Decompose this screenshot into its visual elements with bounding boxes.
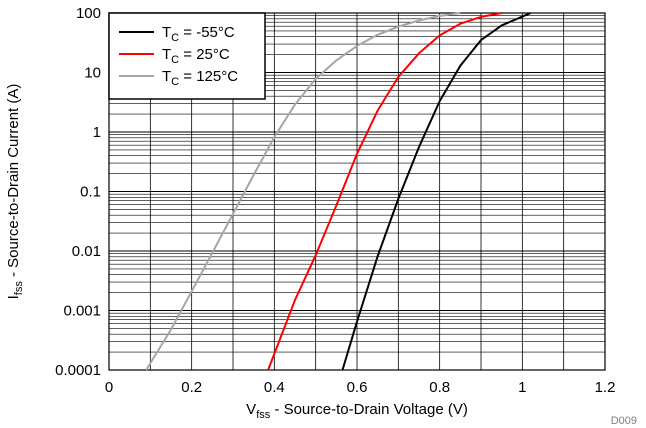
y-tick-label: 0.01 bbox=[72, 243, 101, 260]
series-line-3 bbox=[145, 12, 461, 371]
x-tick-label: 0.2 bbox=[181, 379, 202, 396]
series-layer bbox=[145, 12, 531, 371]
legend-box bbox=[108, 12, 266, 100]
legend-label: TC = -55°C bbox=[162, 24, 235, 44]
y-tick-label: 0.0001 bbox=[55, 362, 101, 379]
x-tick-label: 0.4 bbox=[264, 379, 285, 396]
y-tick-label: 0.001 bbox=[63, 303, 101, 320]
figure-code: D009 bbox=[611, 415, 637, 427]
x-tick-label: 0 bbox=[105, 379, 113, 396]
plot-frame bbox=[108, 12, 606, 371]
legend-label: TC = 125°C bbox=[162, 68, 238, 88]
x-tick-label: 1 bbox=[518, 379, 526, 396]
x-tick-label: 1.2 bbox=[595, 379, 616, 396]
x-tick-label: 0.8 bbox=[429, 379, 450, 396]
y-tick-label: 100 bbox=[76, 5, 101, 22]
y-tick-label: 0.1 bbox=[80, 184, 101, 201]
series-line-2 bbox=[267, 12, 502, 371]
x-tick-label: 0.6 bbox=[347, 379, 368, 396]
x-tick-labels: 0 0.2 0.4 0.6 0.8 1 1.2 bbox=[105, 379, 616, 396]
y-tick-label: 10 bbox=[84, 65, 101, 82]
x-axis-title: Vfss - Source-to-Drain Voltage (V) bbox=[246, 401, 468, 421]
legend: TC = -55°CTC = 25°CTC = 125°C bbox=[108, 12, 266, 100]
y-axis-title: Ifss - Source-to-Drain Current (A) bbox=[5, 84, 25, 300]
legend-label: TC = 25°C bbox=[162, 46, 230, 66]
y-tick-label: 1 bbox=[93, 124, 101, 141]
y-tick-labels: 0.0001 0.001 0.01 0.1 1 10 100 bbox=[55, 5, 101, 379]
series-line-1 bbox=[341, 12, 531, 371]
